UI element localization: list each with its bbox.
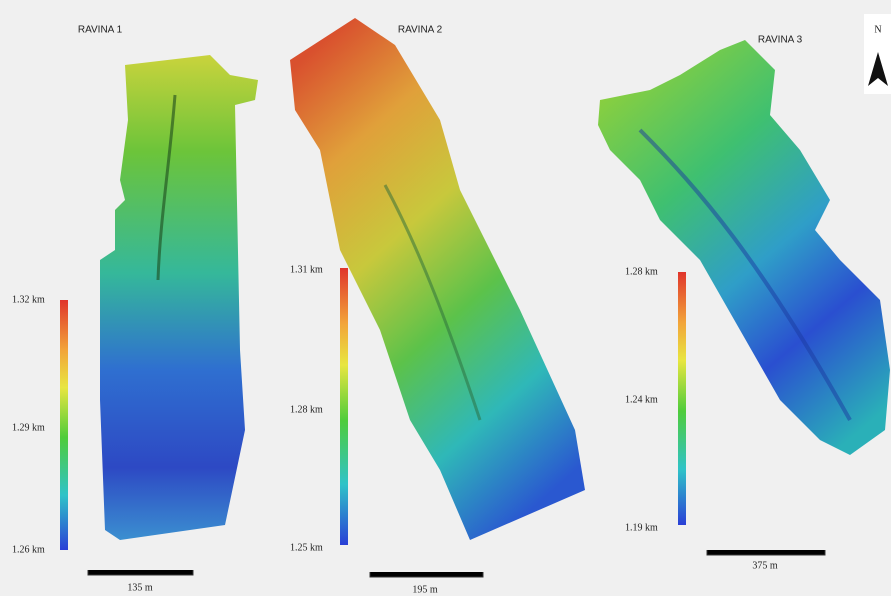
north-label: N xyxy=(874,24,881,35)
colorbar-label: 1.28 km xyxy=(290,404,323,415)
colorbar xyxy=(60,300,68,550)
figure: N RAVINA 1 1.32 km 1.29 km 1.26 km 135 m RAVIN… xyxy=(0,0,891,596)
colorbar-label: 1.31 km xyxy=(290,264,323,275)
scale-label: 195 m xyxy=(412,584,438,595)
ravine-map xyxy=(598,40,890,455)
colorbar-label: 1.28 km xyxy=(625,266,658,277)
colorbar-label: 1.19 km xyxy=(625,522,658,533)
panel-title: RAVINA 3 xyxy=(758,35,803,46)
colorbar xyxy=(678,272,686,525)
colorbar-label: 1.32 km xyxy=(12,294,45,305)
panel-title: RAVINA 1 xyxy=(78,25,123,36)
ravine-map xyxy=(100,55,258,540)
colorbar xyxy=(340,268,348,545)
colorbar-label: 1.24 km xyxy=(625,394,658,405)
scale-bars xyxy=(88,550,825,577)
scale-label: 135 m xyxy=(127,582,153,593)
colorbar-label: 1.25 km xyxy=(290,542,323,553)
scale-label: 375 m xyxy=(752,560,778,571)
colorbar-label: 1.29 km xyxy=(12,422,45,433)
panel-title: RAVINA 2 xyxy=(398,25,443,36)
colorbar-label: 1.26 km xyxy=(12,544,45,555)
ravine-map xyxy=(290,18,585,540)
